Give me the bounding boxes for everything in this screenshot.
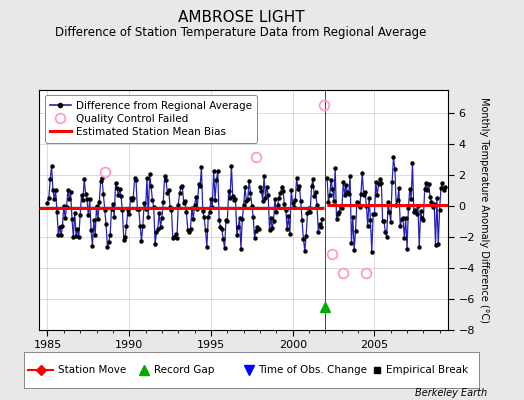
Y-axis label: Monthly Temperature Anomaly Difference (°C): Monthly Temperature Anomaly Difference (… [479, 97, 489, 323]
Text: Difference of Station Temperature Data from Regional Average: Difference of Station Temperature Data f… [56, 26, 427, 39]
Text: AMBROSE LIGHT: AMBROSE LIGHT [178, 10, 304, 25]
Text: Station Move: Station Move [58, 365, 126, 375]
Text: Record Gap: Record Gap [154, 365, 214, 375]
Text: Empirical Break: Empirical Break [386, 365, 468, 375]
Text: Time of Obs. Change: Time of Obs. Change [258, 365, 367, 375]
Text: Berkeley Earth: Berkeley Earth [415, 388, 487, 398]
Legend: Difference from Regional Average, Quality Control Failed, Estimated Station Mean: Difference from Regional Average, Qualit… [45, 95, 257, 142]
